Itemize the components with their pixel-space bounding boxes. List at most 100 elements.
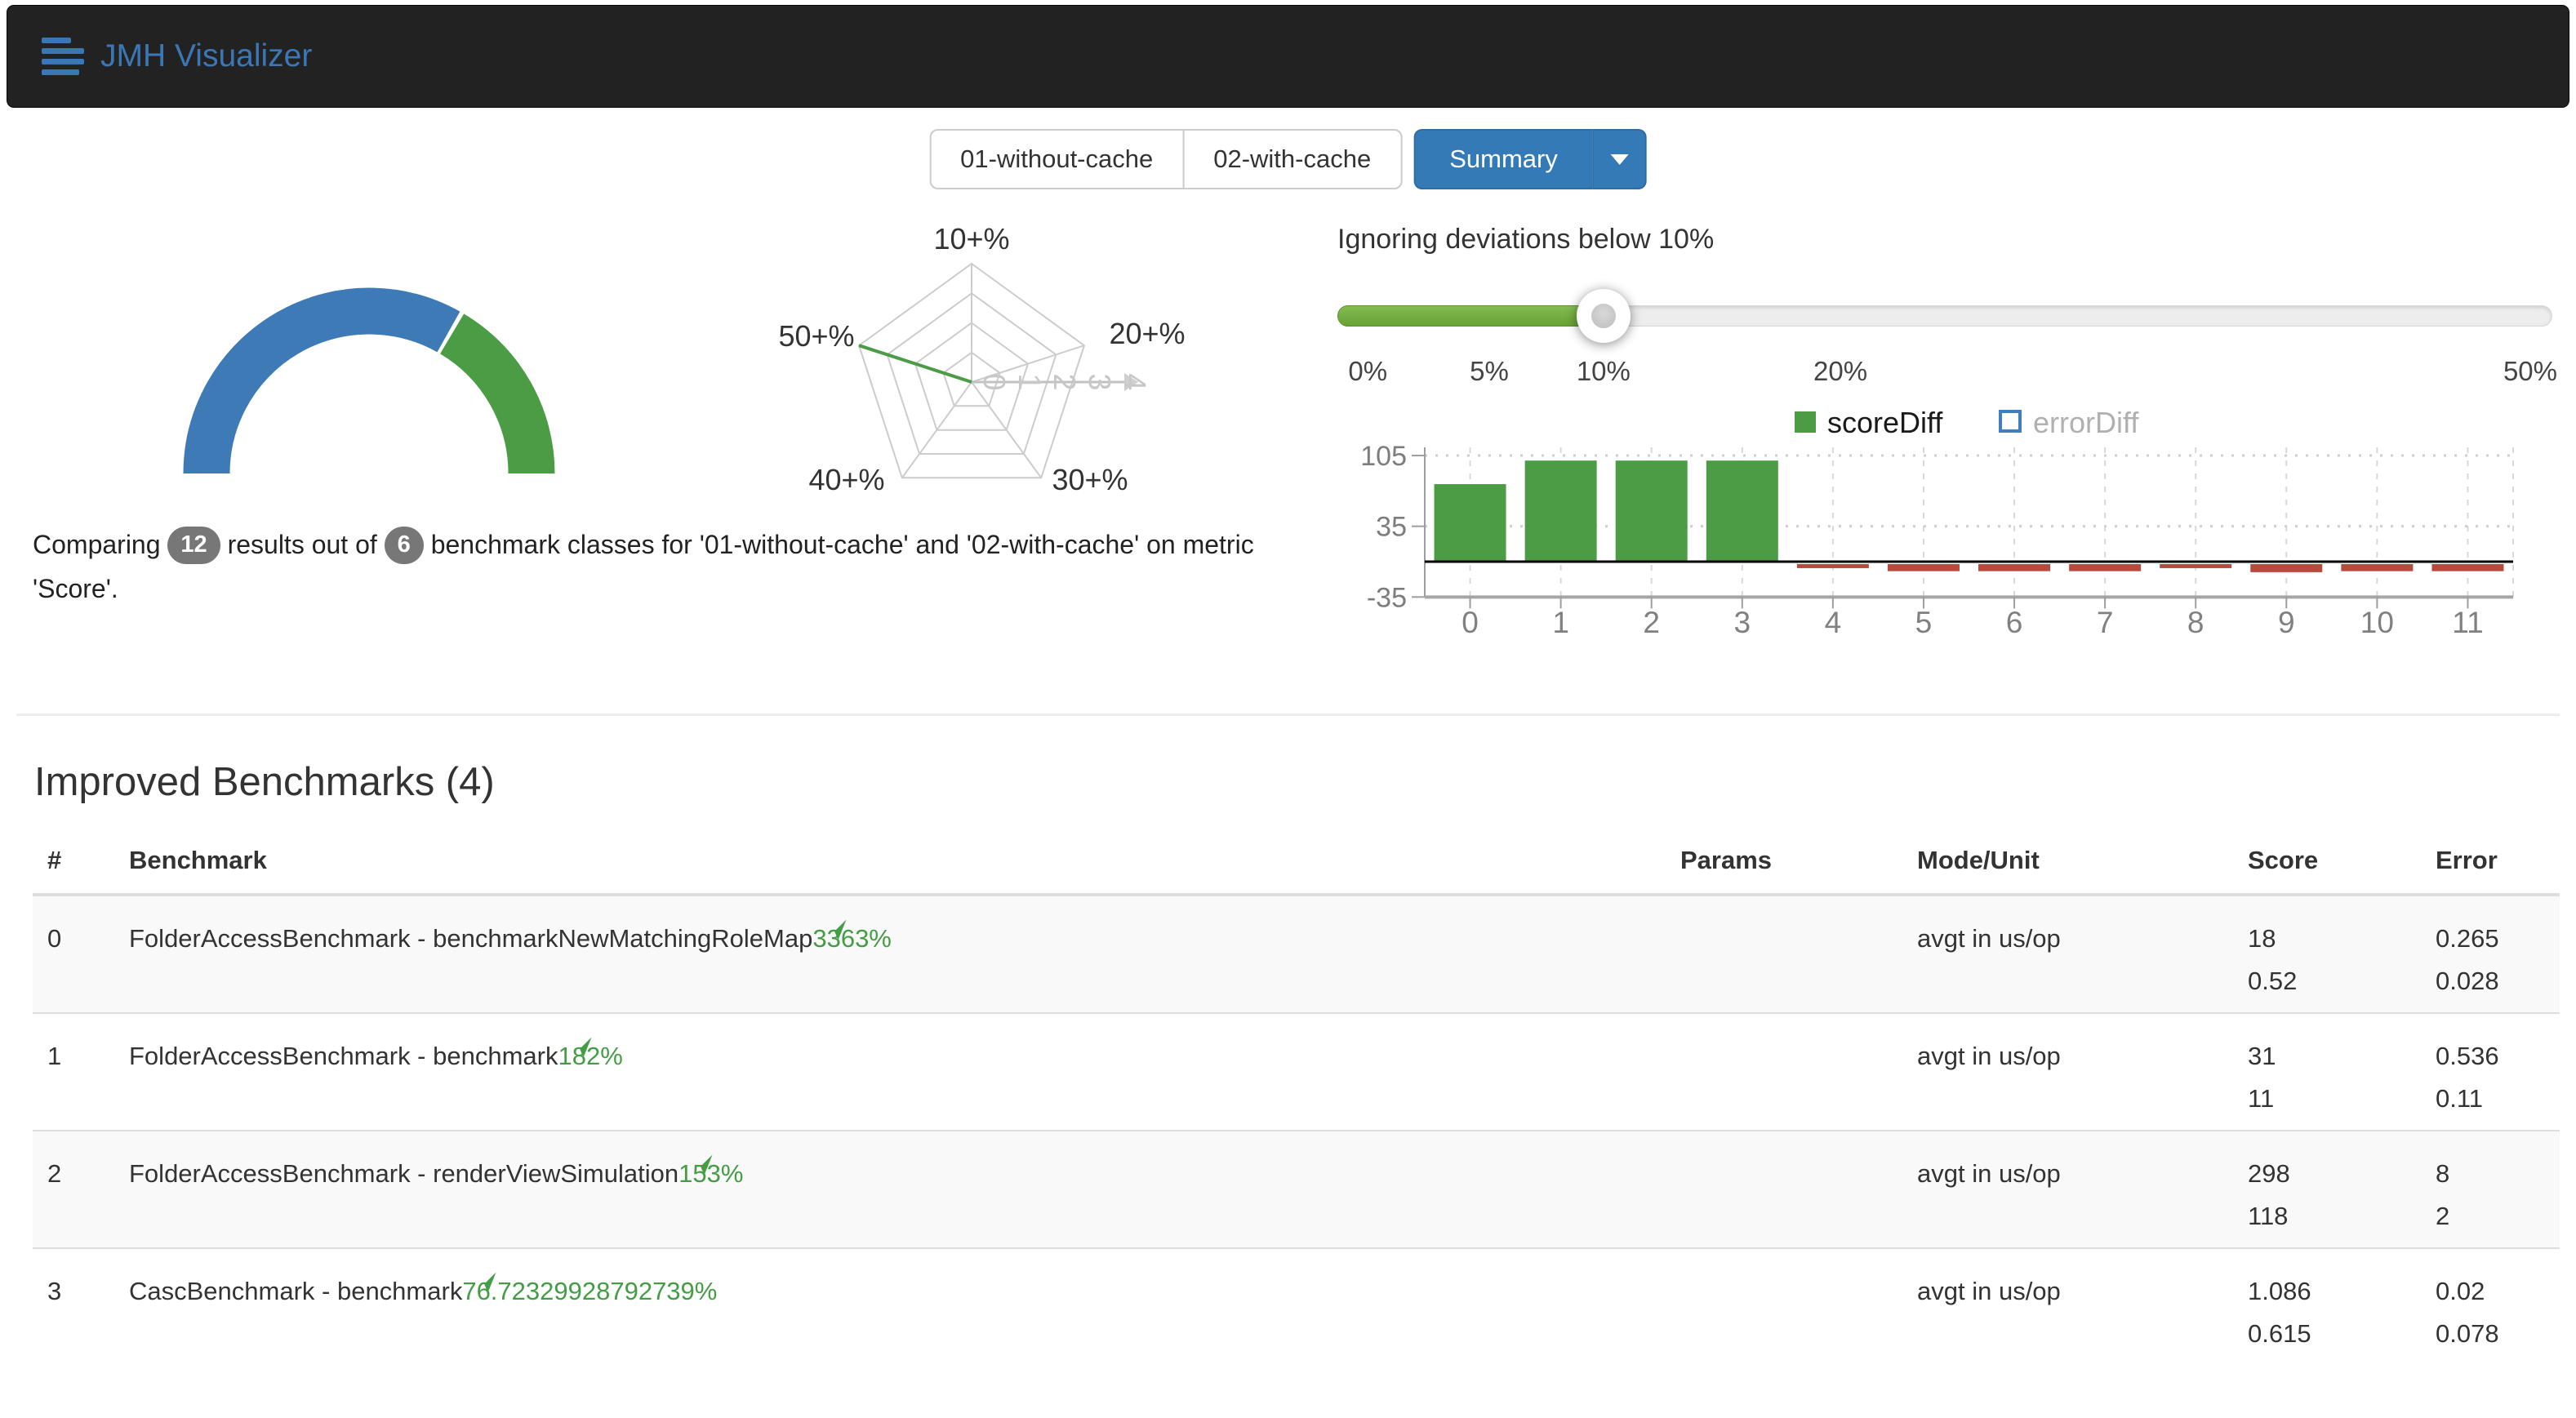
- legend-swatch-icon: [1999, 410, 2022, 433]
- diff-percentage: 182%: [558, 1042, 623, 1070]
- error-value: 0.265: [2436, 924, 2499, 953]
- radar-ring: [942, 351, 1001, 407]
- improvement-arrow-icon: [571, 1037, 592, 1058]
- radar-ring: [914, 322, 1030, 431]
- x-tick-label: 0: [1462, 606, 1479, 639]
- benchmark-table: # Benchmark Params Mode/Unit Score Error…: [33, 833, 2560, 1365]
- y-tick-label: -35: [1367, 582, 1407, 613]
- benchmark-name[interactable]: FolderAccessBenchmark - benchmarkNewMatc…: [129, 924, 813, 953]
- x-tick-label: 11: [2452, 606, 2483, 639]
- summary-button[interactable]: Summary: [1413, 129, 1593, 189]
- table-row: 0 FolderAccessBenchmark - benchmarkNewMat…: [33, 895, 2560, 1013]
- x-tick-label: 10: [2360, 606, 2394, 639]
- bar-scoreDiff-3: [1706, 460, 1778, 562]
- radar-axis-arrow-icon: [1124, 373, 1138, 391]
- radar-axis-label-30+%: 30+%: [1052, 463, 1128, 496]
- score-value: 0.615: [2248, 1319, 2311, 1348]
- bar-scoreDiff-1: [1524, 460, 1597, 562]
- table-row: 3 CascBenchmark - benchmark 76.72329928792…: [33, 1247, 2560, 1365]
- x-tick-label: 1: [1552, 606, 1569, 639]
- col-header-mode-unit: Mode/Unit: [1902, 833, 2233, 896]
- slider-tick-label-50%: 50%: [2503, 356, 2557, 386]
- slider-tick-label-5%: 5%: [1470, 356, 1509, 386]
- diff-percentage: 3363%: [812, 924, 892, 953]
- col-header-index: #: [33, 833, 114, 896]
- score-value: 18: [2248, 924, 2276, 953]
- col-header-params: Params: [1666, 833, 1902, 896]
- deviation-filter: Ignoring deviations below 10% 0% 5% 10% 20%…: [1337, 224, 2557, 411]
- bar-scoreDiff-0: [1434, 484, 1506, 562]
- gauge-segment-improved: [439, 313, 555, 474]
- radar-spoke: [901, 381, 972, 478]
- radar-ring: [857, 262, 1086, 479]
- note-part1: Comparing: [33, 530, 161, 559]
- x-tick-label: 9: [2278, 606, 2295, 639]
- navbar: JMH Visualizer: [7, 5, 2569, 108]
- caret-down-icon: [1610, 153, 1629, 165]
- bar-scoreDiff-10: [2341, 564, 2414, 571]
- row-index: 3: [33, 1247, 114, 1365]
- slider-track[interactable]: [1337, 289, 2552, 343]
- row-index: 0: [47, 924, 62, 953]
- error-value: 0.028: [2436, 967, 2499, 995]
- radar-scale-tick: 3: [1082, 373, 1116, 390]
- score-value: 1.086: [2248, 1277, 2311, 1305]
- brand-link[interactable]: JMH Visualizer: [42, 38, 312, 75]
- results-count-badge: 12: [167, 527, 220, 564]
- radar-axis-label-20+%: 20+%: [1109, 317, 1185, 350]
- improved-benchmarks-title: Improved Benchmarks (4): [34, 760, 495, 804]
- score-value: 11: [2248, 1084, 2275, 1113]
- legend-item-scoreDiff[interactable]: scoreDiff: [1795, 406, 1943, 439]
- x-tick-label: 2: [1643, 606, 1660, 639]
- score-cell: 18 0.52: [2233, 895, 2421, 1013]
- run-tab-02-with-cache[interactable]: 02-with-cache: [1182, 129, 1403, 189]
- bar-scoreDiff-5: [1887, 564, 1960, 571]
- run-button-group: 01-without-cache 02-with-cache: [929, 129, 1403, 189]
- classes-count-badge: 6: [384, 527, 424, 564]
- legend-item-errorDiff[interactable]: errorDiff: [1999, 406, 2139, 439]
- x-tick-label: 6: [2006, 606, 2023, 639]
- x-tick-label: 7: [2097, 606, 2114, 639]
- slider-tick-label-10%: 10%: [1576, 356, 1631, 386]
- table-header-row: # Benchmark Params Mode/Unit Score Error: [33, 833, 2560, 896]
- score-value: 0.52: [2248, 967, 2298, 995]
- y-tick-label: 35: [1376, 512, 1407, 543]
- improvement-arrow-icon: [825, 919, 847, 940]
- note-part2: results out of: [227, 530, 377, 559]
- diff-bar-chart: 105 35 -35 0 1 2 3 4 5 6 7 8 9 10 11 scoreDiff errorDiff: [1360, 406, 2514, 639]
- run-selector: 01-without-cache 02-with-cache Summary: [929, 129, 1647, 189]
- col-header-score: Score: [2233, 833, 2421, 896]
- benchmark-cell: FolderAccessBenchmark - benchmark 182%: [114, 1012, 1666, 1131]
- benchmark-cell: CascBenchmark - benchmark 76.723299287927…: [114, 1247, 1666, 1365]
- benchmark-cell: FolderAccessBenchmark - renderViewSimula…: [114, 1130, 1666, 1248]
- error-value: 0.078: [2436, 1319, 2499, 1348]
- slider-fill: [1337, 305, 1604, 327]
- row-index: 2: [33, 1130, 114, 1248]
- benchmark-name[interactable]: FolderAccessBenchmark - renderViewSimula…: [129, 1159, 679, 1188]
- run-tab-01-without-cache[interactable]: 01-without-cache: [929, 129, 1185, 189]
- benchmark-name[interactable]: CascBenchmark - benchmark: [129, 1277, 463, 1305]
- legend-label: scoreDiff: [1827, 406, 1943, 439]
- mode-unit-cell: avgt in us/op: [1902, 1012, 2233, 1131]
- benchmark-name[interactable]: FolderAccessBenchmark - benchmark: [129, 1042, 558, 1070]
- score-cell: 31 11: [2233, 1012, 2421, 1131]
- error-value: 0.536: [2436, 1042, 2499, 1070]
- error-cell: 0.536 0.11: [2421, 1012, 2560, 1131]
- error-value: 8: [2436, 1159, 2450, 1188]
- col-header-error: Error: [2421, 833, 2560, 896]
- mode-unit-cell: avgt in us/op: [1902, 1247, 2233, 1365]
- radar-scale-tick: 4: [1117, 373, 1151, 390]
- score-value: 298: [2248, 1159, 2290, 1188]
- slider-tick-label-0%: 0%: [1348, 356, 1388, 386]
- radar-axis-label-10+%: 10+%: [933, 222, 1009, 256]
- legend-label: errorDiff: [2033, 406, 2139, 439]
- score-cell: 1.086 0.615: [2233, 1247, 2421, 1365]
- summary-dropdown-button[interactable]: [1592, 129, 1647, 189]
- radar-axis-label-50+%: 50+%: [778, 319, 854, 353]
- slider-tick-label-20%: 20%: [1813, 356, 1868, 386]
- bar-scoreDiff-4: [1796, 564, 1869, 568]
- error-value: 0.02: [2436, 1277, 2485, 1305]
- summary-gauge-chart: [183, 287, 555, 474]
- deviation-radar-chart: 0 1 2 3 4 10+% 20+% 30+% 40+% 50+%: [778, 222, 1185, 496]
- slider-handle[interactable]: [1577, 289, 1631, 343]
